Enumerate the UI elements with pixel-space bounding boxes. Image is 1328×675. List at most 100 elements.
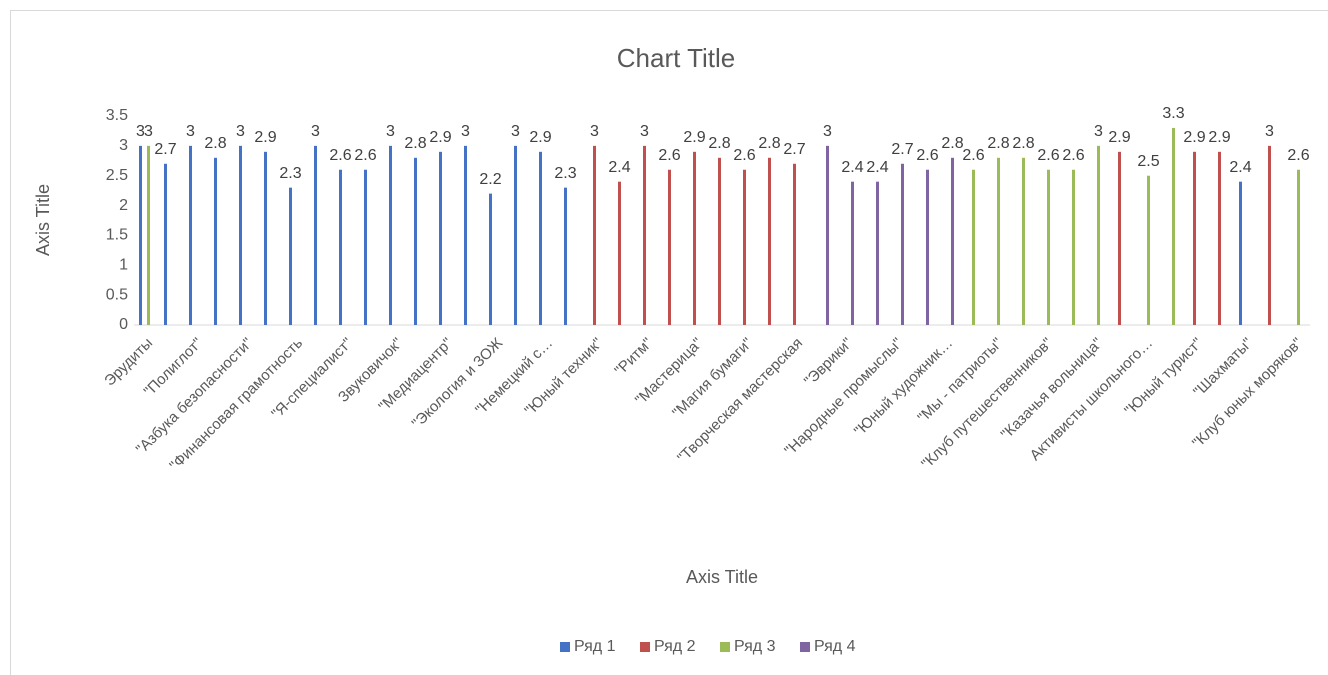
bar bbox=[1047, 169, 1050, 325]
bar bbox=[997, 157, 1000, 325]
bar bbox=[339, 169, 342, 325]
bar bbox=[147, 145, 150, 325]
legend-swatch bbox=[560, 642, 570, 652]
data-label: 2.9 bbox=[1108, 129, 1130, 146]
bar bbox=[414, 157, 417, 325]
data-label: 2.4 bbox=[608, 159, 630, 176]
bar bbox=[439, 151, 442, 325]
data-label: 2.3 bbox=[554, 165, 576, 182]
data-label: 2.8 bbox=[758, 135, 780, 152]
bar bbox=[1097, 145, 1100, 325]
y-axis-title: Axis Title bbox=[33, 184, 53, 256]
bar bbox=[189, 145, 192, 325]
data-label: 2.6 bbox=[354, 147, 376, 164]
data-label: 3 bbox=[311, 123, 320, 140]
data-label: 2.7 bbox=[783, 141, 805, 158]
bar bbox=[618, 181, 621, 325]
data-label: 2.9 bbox=[1183, 129, 1205, 146]
bar bbox=[1022, 157, 1025, 325]
chart-border bbox=[10, 10, 1328, 675]
y-tick-label: 2.5 bbox=[106, 167, 128, 184]
data-label: 2.9 bbox=[683, 129, 705, 146]
data-label: 3 bbox=[1265, 123, 1274, 140]
data-label: 2.6 bbox=[658, 147, 680, 164]
data-label: 3 bbox=[236, 123, 245, 140]
data-label: 3 bbox=[136, 123, 145, 140]
legend-swatch bbox=[640, 642, 650, 652]
bar bbox=[718, 157, 721, 325]
bar bbox=[1118, 151, 1121, 325]
x-axis-title: Axis Title bbox=[686, 567, 758, 587]
legend-label: Ряд 3 bbox=[734, 638, 776, 655]
bar bbox=[214, 157, 217, 325]
data-label: 2.4 bbox=[841, 159, 863, 176]
bar bbox=[668, 169, 671, 325]
bar bbox=[1147, 175, 1150, 325]
data-label: 2.6 bbox=[1287, 147, 1309, 164]
data-label: 2.6 bbox=[1062, 147, 1084, 164]
data-label: 3 bbox=[823, 123, 832, 140]
y-tick-label: 1.5 bbox=[106, 227, 128, 244]
chart-title: Chart Title bbox=[617, 43, 736, 73]
bar bbox=[314, 145, 317, 325]
data-label: 2.8 bbox=[404, 135, 426, 152]
bar bbox=[972, 169, 975, 325]
bar bbox=[826, 145, 829, 325]
bar bbox=[1172, 127, 1175, 325]
bar bbox=[793, 163, 796, 325]
data-label: 2.8 bbox=[987, 135, 1009, 152]
data-label: 2.9 bbox=[1208, 129, 1230, 146]
data-label: 3 bbox=[511, 123, 520, 140]
bar bbox=[926, 169, 929, 325]
data-label: 2.3 bbox=[279, 165, 301, 182]
y-tick-label: 2 bbox=[119, 197, 128, 214]
bar bbox=[539, 151, 542, 325]
data-label: 2.8 bbox=[204, 135, 226, 152]
data-label: 2.6 bbox=[733, 147, 755, 164]
bar bbox=[564, 187, 567, 325]
bar bbox=[264, 151, 267, 325]
data-label: 2.8 bbox=[941, 135, 963, 152]
bar bbox=[876, 181, 879, 325]
y-tick-label: 0 bbox=[119, 316, 128, 333]
bar bbox=[851, 181, 854, 325]
bar bbox=[743, 169, 746, 325]
legend-swatch bbox=[720, 642, 730, 652]
data-label: 2.6 bbox=[962, 147, 984, 164]
legend-label: Ряд 2 bbox=[654, 638, 696, 655]
data-label: 3 bbox=[590, 123, 599, 140]
data-label: 3.3 bbox=[1162, 105, 1184, 122]
data-label: 3 bbox=[144, 123, 153, 140]
data-label: 2.9 bbox=[529, 129, 551, 146]
legend-label: Ряд 4 bbox=[814, 638, 856, 655]
data-label: 2.2 bbox=[479, 171, 501, 188]
data-label: 2.8 bbox=[1012, 135, 1034, 152]
data-label: 2.8 bbox=[708, 135, 730, 152]
bar bbox=[239, 145, 242, 325]
bar bbox=[1193, 151, 1196, 325]
data-label: 2.9 bbox=[254, 129, 276, 146]
y-tick-label: 0.5 bbox=[106, 286, 128, 303]
y-tick-label: 1 bbox=[119, 257, 128, 274]
bar bbox=[901, 163, 904, 325]
bar bbox=[593, 145, 596, 325]
bar bbox=[1218, 151, 1221, 325]
data-label: 2.4 bbox=[866, 159, 888, 176]
data-label: 2.9 bbox=[429, 129, 451, 146]
bar bbox=[1072, 169, 1075, 325]
legend-swatch bbox=[800, 642, 810, 652]
data-label: 2.6 bbox=[1037, 147, 1059, 164]
data-label: 3 bbox=[461, 123, 470, 140]
bar bbox=[389, 145, 392, 325]
bar bbox=[489, 193, 492, 325]
y-tick-label: 3 bbox=[119, 137, 128, 154]
data-label: 3 bbox=[1094, 123, 1103, 140]
bar bbox=[139, 145, 142, 325]
bar bbox=[1239, 181, 1242, 325]
data-label: 2.7 bbox=[891, 141, 913, 158]
data-label: 3 bbox=[386, 123, 395, 140]
bar bbox=[693, 151, 696, 325]
data-label: 3 bbox=[186, 123, 195, 140]
bar bbox=[289, 187, 292, 325]
